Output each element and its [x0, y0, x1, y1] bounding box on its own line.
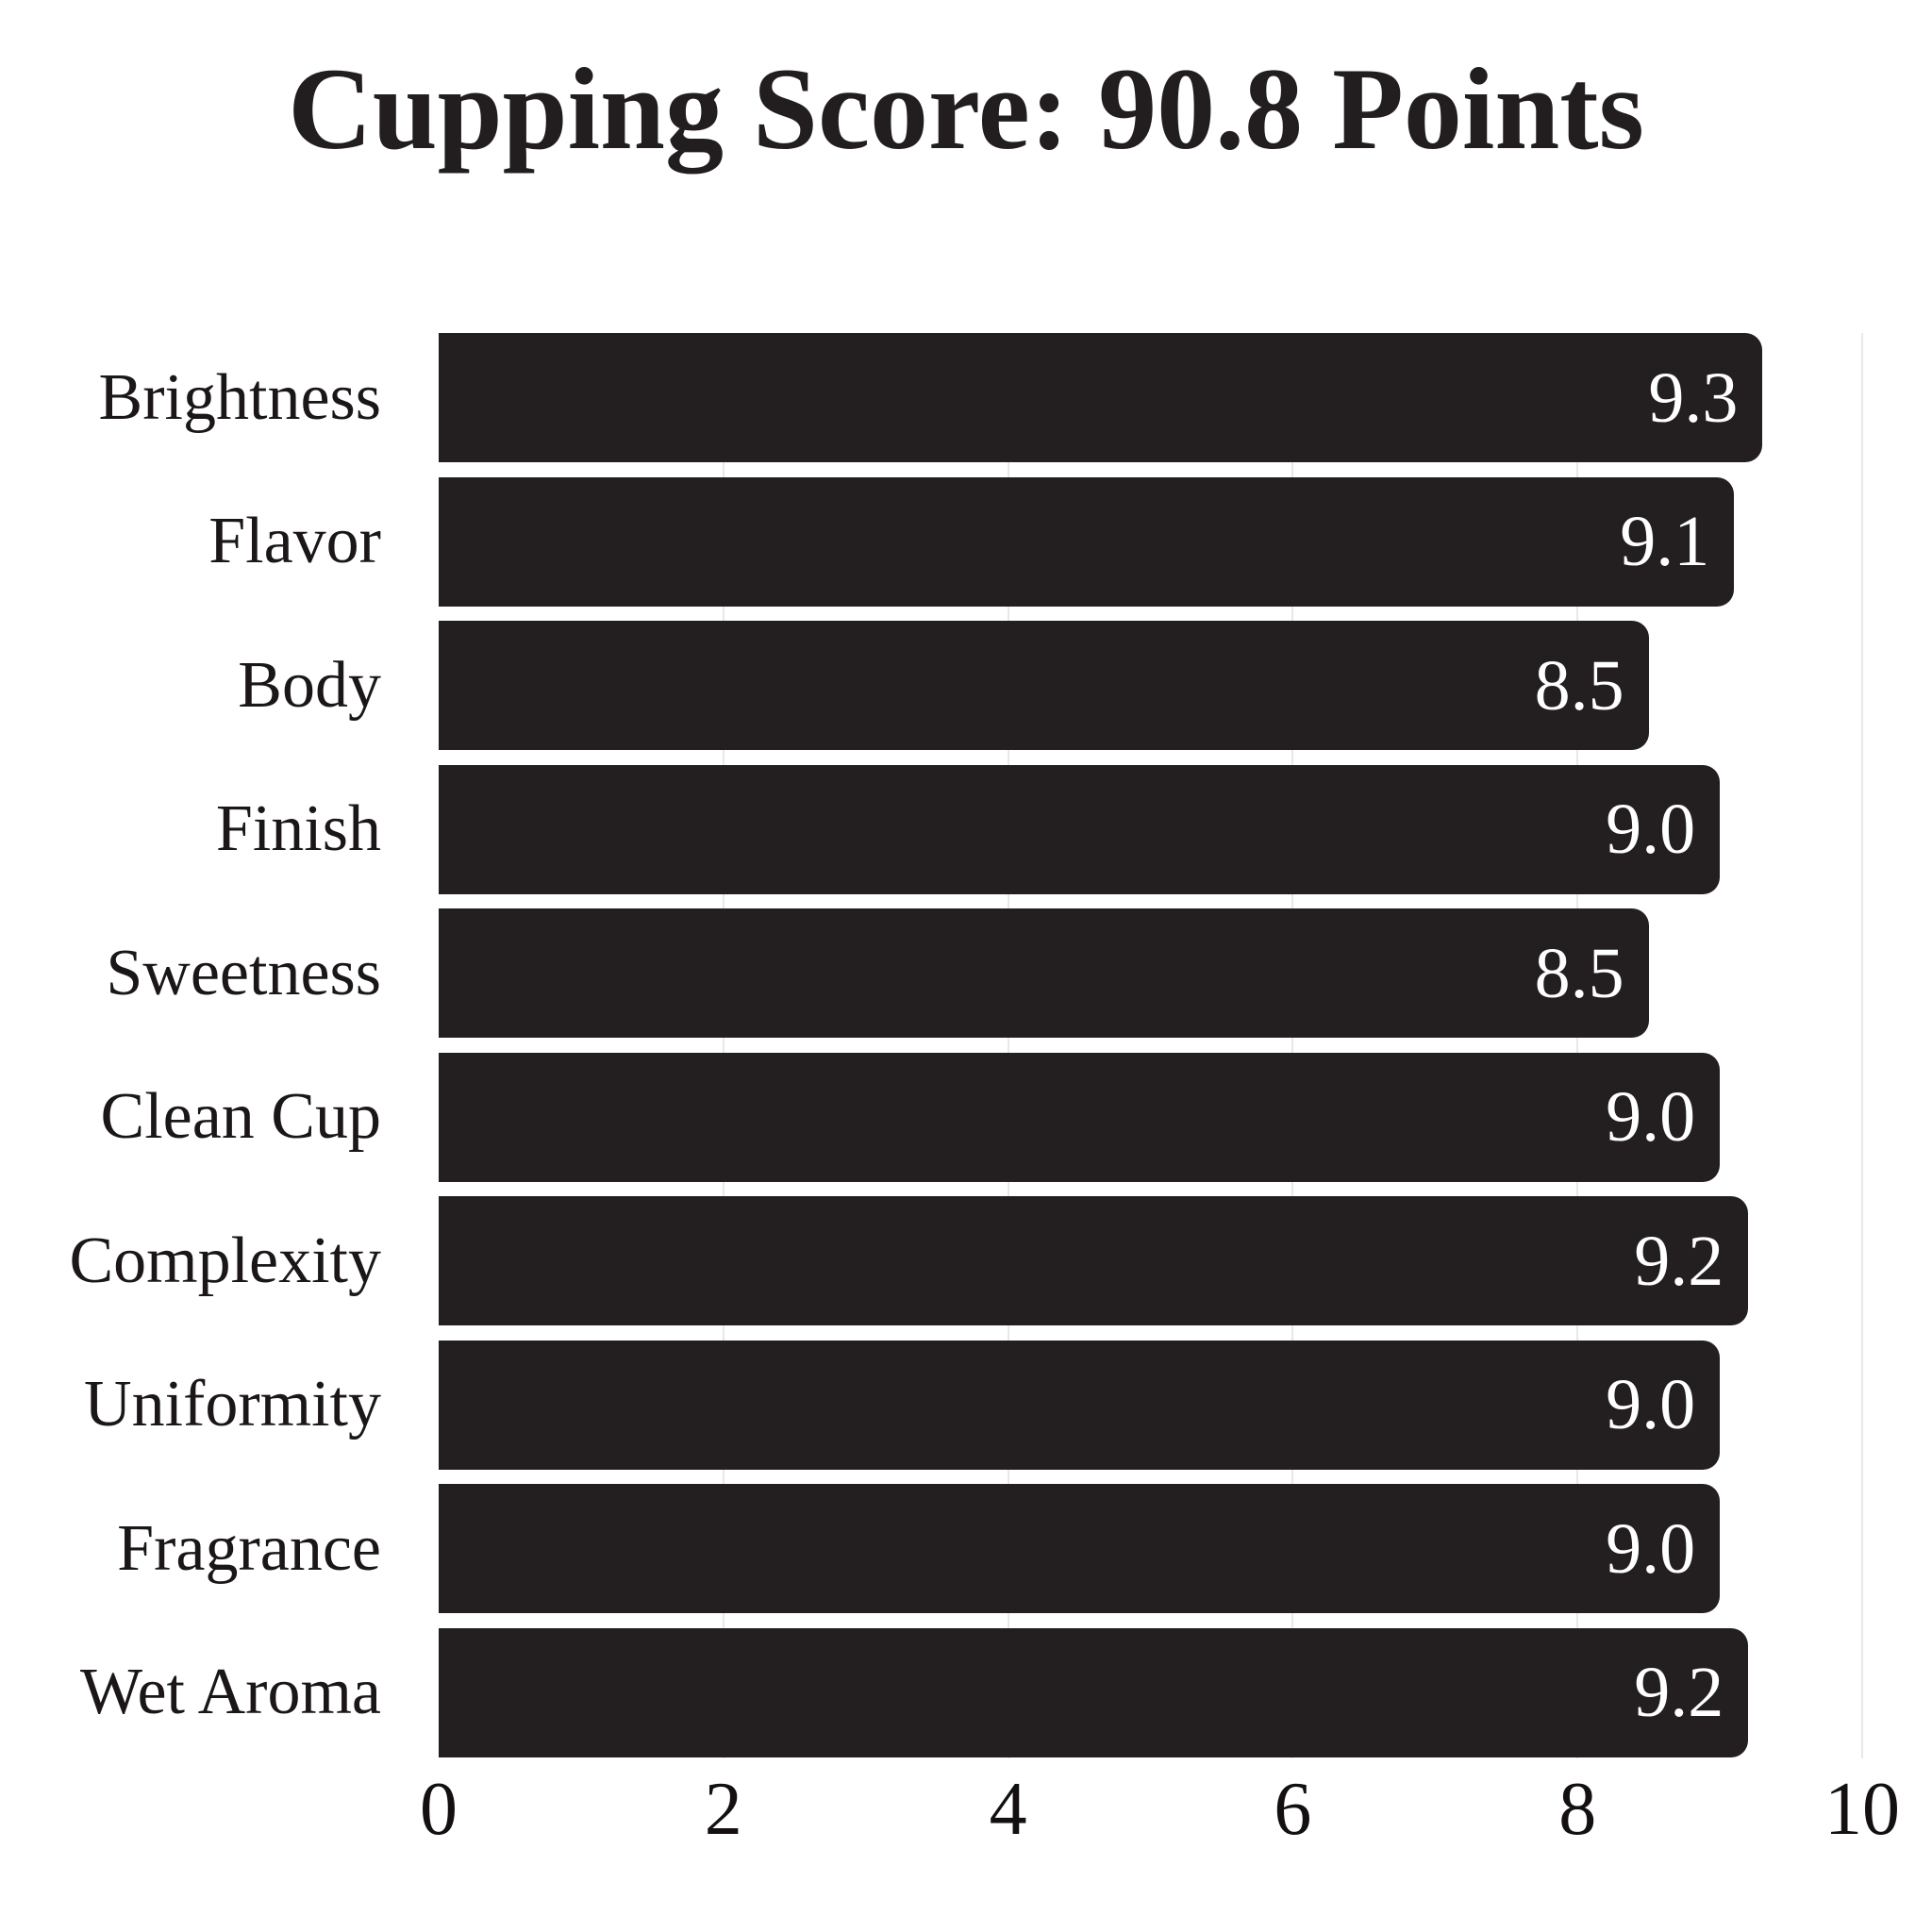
bar-value-label: 9.2 [1634, 1653, 1724, 1732]
bar-row: Uniformity 9.0 [0, 1340, 1932, 1470]
category-label: Flavor [208, 505, 381, 577]
bar: 9.1 [439, 476, 1735, 607]
bar-value-label: 9.2 [1634, 1221, 1724, 1301]
category-label: Finish [215, 792, 381, 865]
category-label: Clean Cup [100, 1080, 381, 1153]
category-label: Complexity [69, 1224, 381, 1297]
x-tick-label-10: 10 [1824, 1768, 1900, 1851]
bar-value-label: 8.5 [1534, 933, 1624, 1013]
category-label: Sweetness [106, 936, 381, 1009]
bar-value-label: 9.0 [1606, 1365, 1696, 1444]
bar-row: Body 8.5 [0, 621, 1932, 750]
bar-value-label: 8.5 [1534, 645, 1624, 725]
bar-value-label: 9.0 [1606, 1508, 1696, 1589]
bar: 9.0 [439, 764, 1721, 894]
bar: 9.2 [439, 1196, 1749, 1325]
gridline-x-8 [1576, 333, 1579, 1758]
bar-row: Clean Cup 9.0 [0, 1052, 1932, 1182]
x-tick-label-6: 6 [1274, 1768, 1312, 1851]
category-label: Uniformity [84, 1368, 381, 1441]
bar: 8.5 [439, 908, 1649, 1038]
bar-value-label: 9.0 [1606, 1077, 1696, 1157]
category-label: Body [238, 648, 381, 722]
x-tick-label-4: 4 [989, 1768, 1027, 1851]
bar: 9.0 [439, 1052, 1721, 1182]
x-tick-label-0: 0 [420, 1768, 458, 1851]
category-label: Wet Aroma [80, 1656, 381, 1728]
chart-title: Cupping Score: 90.8 Points [288, 44, 1644, 174]
bar-row: Flavor 9.1 [0, 476, 1932, 607]
bar-value-label: 9.3 [1648, 358, 1739, 438]
bar-row: Wet Aroma 9.2 [0, 1627, 1932, 1757]
bar: 9.0 [439, 1340, 1721, 1470]
x-tick-label-8: 8 [1558, 1768, 1597, 1851]
gridline-x-10 [1861, 333, 1863, 1758]
bar-row: Finish 9.0 [0, 764, 1932, 894]
category-label: Brightness [98, 360, 381, 434]
bar: 9.2 [439, 1627, 1749, 1757]
x-tick-label-2: 2 [704, 1768, 742, 1851]
bar-value-label: 9.0 [1606, 790, 1696, 869]
bar: 9.0 [439, 1484, 1721, 1613]
bar-row: Complexity 9.2 [0, 1196, 1932, 1325]
bar: 8.5 [439, 621, 1649, 750]
gridline-x-2 [722, 333, 724, 1758]
bar-row: Brightness 9.3 [0, 333, 1932, 462]
gridline-x-4 [1007, 333, 1009, 1758]
bar-row: Fragrance 9.0 [0, 1484, 1932, 1613]
bar-row: Sweetness 8.5 [0, 908, 1932, 1038]
category-label: Fragrance [117, 1511, 381, 1585]
bar-value-label: 9.1 [1620, 502, 1710, 581]
bar: 9.3 [439, 333, 1763, 462]
gridline-x-6 [1291, 333, 1294, 1758]
